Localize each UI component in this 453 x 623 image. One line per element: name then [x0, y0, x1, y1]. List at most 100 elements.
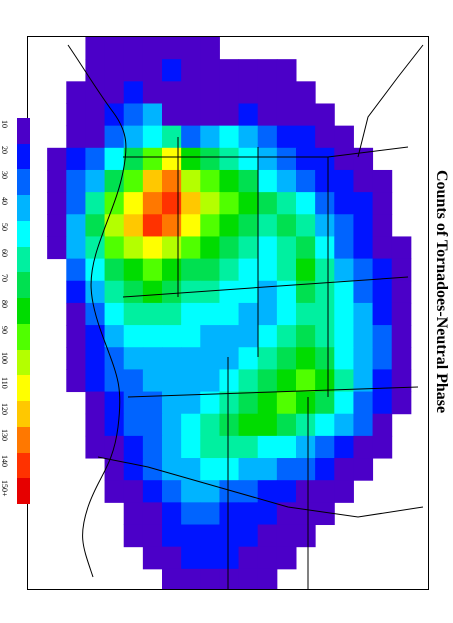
- legend-label: 70: [0, 274, 9, 283]
- grid-cell: [104, 280, 125, 304]
- state-borders: [67, 44, 424, 589]
- grid-cell: [219, 369, 240, 393]
- grid-cell: [200, 435, 220, 459]
- grid-cell: [142, 369, 163, 393]
- grid-cell: [276, 214, 297, 237]
- grid-cell: [372, 192, 393, 215]
- grid-cell: [200, 458, 220, 481]
- grid-cell: [85, 280, 106, 304]
- grid-cell: [162, 169, 182, 193]
- grid-cell: [296, 214, 316, 237]
- grid-cell: [123, 81, 144, 104]
- grid-cell: [353, 347, 374, 370]
- grid-cell: [85, 413, 106, 437]
- grid-cell: [181, 502, 201, 526]
- grid-cell: [372, 258, 393, 282]
- grid-cell: [276, 169, 297, 193]
- grid-cell: [142, 147, 163, 171]
- grid-cell: [181, 347, 201, 370]
- grid-cell: [104, 325, 125, 348]
- grid-cell: [123, 458, 144, 481]
- grid-cell: [334, 347, 354, 370]
- grid-cell: [85, 59, 106, 82]
- grid-cell: [142, 214, 163, 237]
- grid-cell: [162, 302, 182, 326]
- color-legend: [17, 118, 30, 505]
- grid-cell: [219, 103, 240, 127]
- grid-cell: [181, 302, 201, 326]
- grid-cell: [257, 458, 278, 481]
- grid-cell: [315, 147, 335, 171]
- grid-cell: [142, 546, 163, 570]
- grid-cell: [123, 59, 144, 82]
- grid-cell: [85, 258, 106, 282]
- grid-cell: [200, 125, 220, 149]
- grid-cell: [315, 325, 335, 348]
- grid-cell: [238, 147, 259, 171]
- grid-cell: [238, 502, 259, 526]
- grid-cell: [162, 413, 182, 437]
- legend-label: 140: [0, 454, 9, 467]
- grid-cell: [219, 435, 240, 459]
- grid-cell: [276, 435, 297, 459]
- grid-cell: [353, 236, 374, 260]
- grid-cell: [162, 258, 182, 282]
- legend-label: 40: [0, 197, 9, 206]
- grid-cell: [162, 147, 182, 171]
- grid-cell: [257, 125, 278, 149]
- grid-cell: [257, 546, 278, 570]
- grid-cell: [47, 192, 67, 215]
- grid-cell: [66, 81, 86, 104]
- grid-cell: [162, 37, 182, 60]
- grid-cell: [353, 302, 374, 326]
- grid-cell: [200, 347, 220, 370]
- grid-cell: [104, 147, 125, 171]
- grid-cell: [257, 347, 278, 370]
- grid-cell: [123, 192, 144, 215]
- grid-cell: [162, 502, 182, 526]
- grid-cell: [66, 147, 86, 171]
- grid-cell: [85, 37, 106, 60]
- grid-cell: [181, 214, 201, 237]
- grid-cell: [200, 280, 220, 304]
- grid-cell: [276, 413, 297, 437]
- grid-cell: [219, 59, 240, 82]
- grid-cell: [162, 125, 182, 149]
- grid-cell: [85, 214, 106, 237]
- grid-cell: [296, 302, 316, 326]
- grid-cell: [296, 125, 316, 149]
- grid-cell: [296, 347, 316, 370]
- grid-cell: [238, 480, 259, 503]
- grid-cell: [85, 81, 106, 104]
- grid-cell: [200, 369, 220, 393]
- grid-cell: [142, 81, 163, 104]
- grid-cell: [142, 302, 163, 326]
- grid-cell: [162, 325, 182, 348]
- grid-cell: [66, 280, 86, 304]
- grid-cell: [200, 59, 220, 82]
- grid-cell: [296, 280, 316, 304]
- grid-cell: [162, 59, 182, 82]
- grid-cell: [181, 258, 201, 282]
- grid-cell: [181, 391, 201, 415]
- grid-cell: [66, 325, 86, 348]
- grid-cell: [123, 169, 144, 193]
- grid-cell: [123, 125, 144, 149]
- grid-cell: [219, 258, 240, 282]
- grid-cell: [372, 169, 393, 193]
- grid-cell: [334, 391, 354, 415]
- grid-cell: [200, 258, 220, 282]
- grid-cell: [47, 236, 67, 260]
- grid-cell: [276, 480, 297, 503]
- grid-cell: [200, 502, 220, 526]
- grid-cell: [66, 169, 86, 193]
- legend-label: 30: [0, 171, 9, 180]
- grid-cell: [162, 524, 182, 548]
- grid-cell: [142, 59, 163, 82]
- grid-cell: [276, 59, 297, 82]
- grid-cell: [334, 192, 354, 215]
- grid-cell: [162, 192, 182, 215]
- grid-cell: [123, 435, 144, 459]
- grid-cell: [104, 37, 125, 60]
- grid-cell: [85, 347, 106, 370]
